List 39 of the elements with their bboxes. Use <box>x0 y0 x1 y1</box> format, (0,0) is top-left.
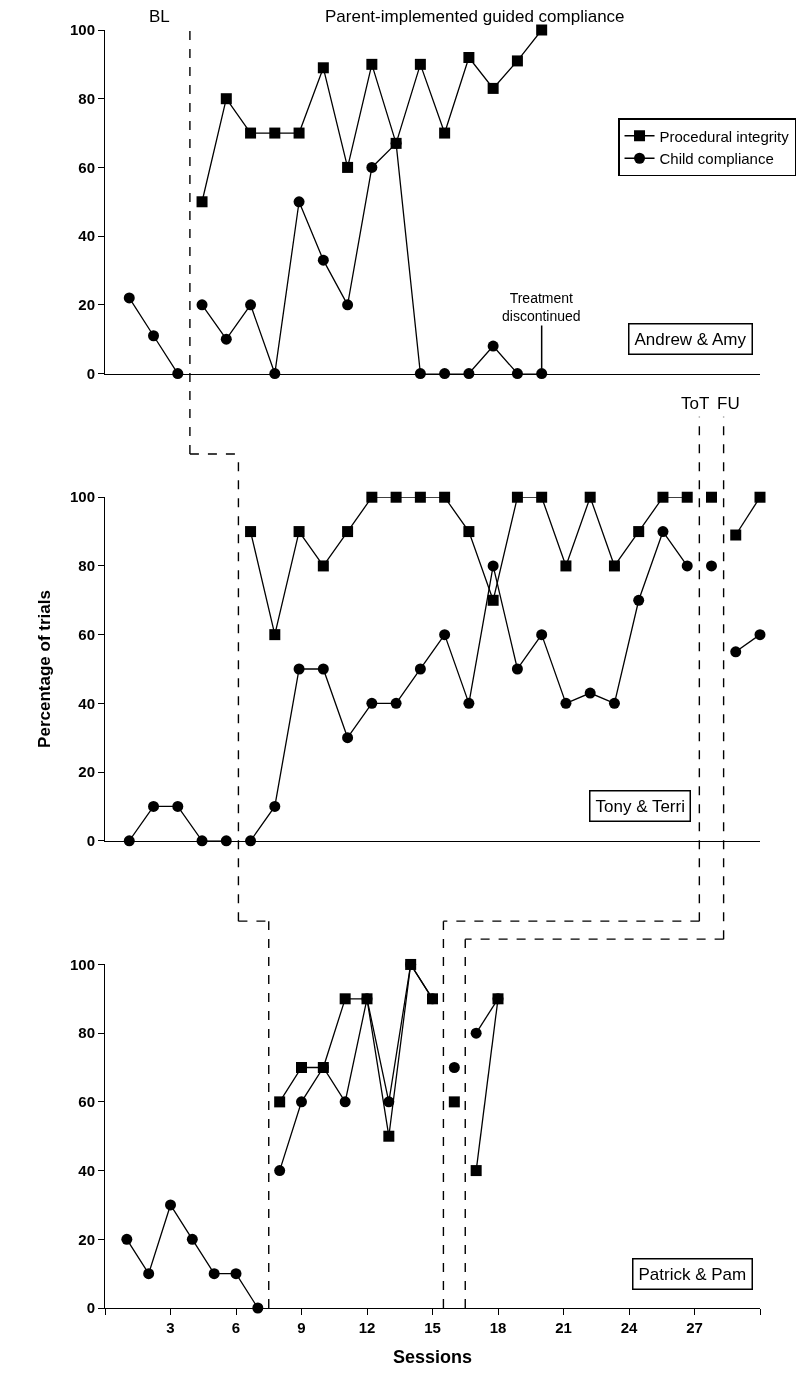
x-tick-label: 27 <box>686 1319 703 1336</box>
y-tick-label: 100 <box>69 488 95 506</box>
y-tick-label: 20 <box>78 1230 95 1248</box>
x-tick-label: 12 <box>358 1319 376 1336</box>
annotation: Treatment discontinued <box>502 290 581 325</box>
x-axis-title: Sessions <box>392 1347 473 1368</box>
text: ToT <box>681 394 710 413</box>
x-tick-label: 3 <box>166 1319 175 1336</box>
text: BL <box>149 7 170 26</box>
y-tick-label: 80 <box>78 89 95 107</box>
annotation: Patrick & Pam <box>638 1264 747 1284</box>
y-tick-label: 100 <box>69 21 95 39</box>
x-tick-label: 6 <box>231 1319 241 1336</box>
y-axis-title: Percentage of trials <box>34 590 54 748</box>
y-tick-label: 100 <box>69 955 95 973</box>
y-tick-label: 80 <box>78 1024 95 1042</box>
legend-label: Child compliance <box>659 150 774 168</box>
x-tick-label: 24 <box>620 1319 638 1336</box>
y-tick-label: 40 <box>78 694 95 712</box>
text: Parent-implemented guided compliance <box>325 7 625 26</box>
y-tick-label: 0 <box>86 832 95 850</box>
annotation: Andrew & Amy <box>634 329 747 349</box>
x-tick-label: 9 <box>297 1319 306 1336</box>
annotation: Tony & Terri <box>595 796 685 816</box>
x-tick-label: 15 <box>424 1319 441 1336</box>
y-tick-label: 20 <box>78 296 95 314</box>
text: FU <box>717 394 740 413</box>
y-tick-label: 0 <box>86 1299 95 1317</box>
y-tick-label: 40 <box>78 1161 95 1179</box>
y-tick-label: 0 <box>86 364 95 382</box>
y-tick-label: 40 <box>78 227 95 245</box>
x-tick-label: 18 <box>489 1319 507 1336</box>
y-tick-label: 60 <box>78 1093 95 1111</box>
y-tick-label: 60 <box>78 158 95 176</box>
y-tick-label: 80 <box>78 557 95 575</box>
y-tick-label: 20 <box>78 763 95 781</box>
y-tick-label: 60 <box>78 625 95 643</box>
legend-label: Procedural integrity <box>659 127 790 145</box>
x-tick-label: 21 <box>555 1319 572 1336</box>
